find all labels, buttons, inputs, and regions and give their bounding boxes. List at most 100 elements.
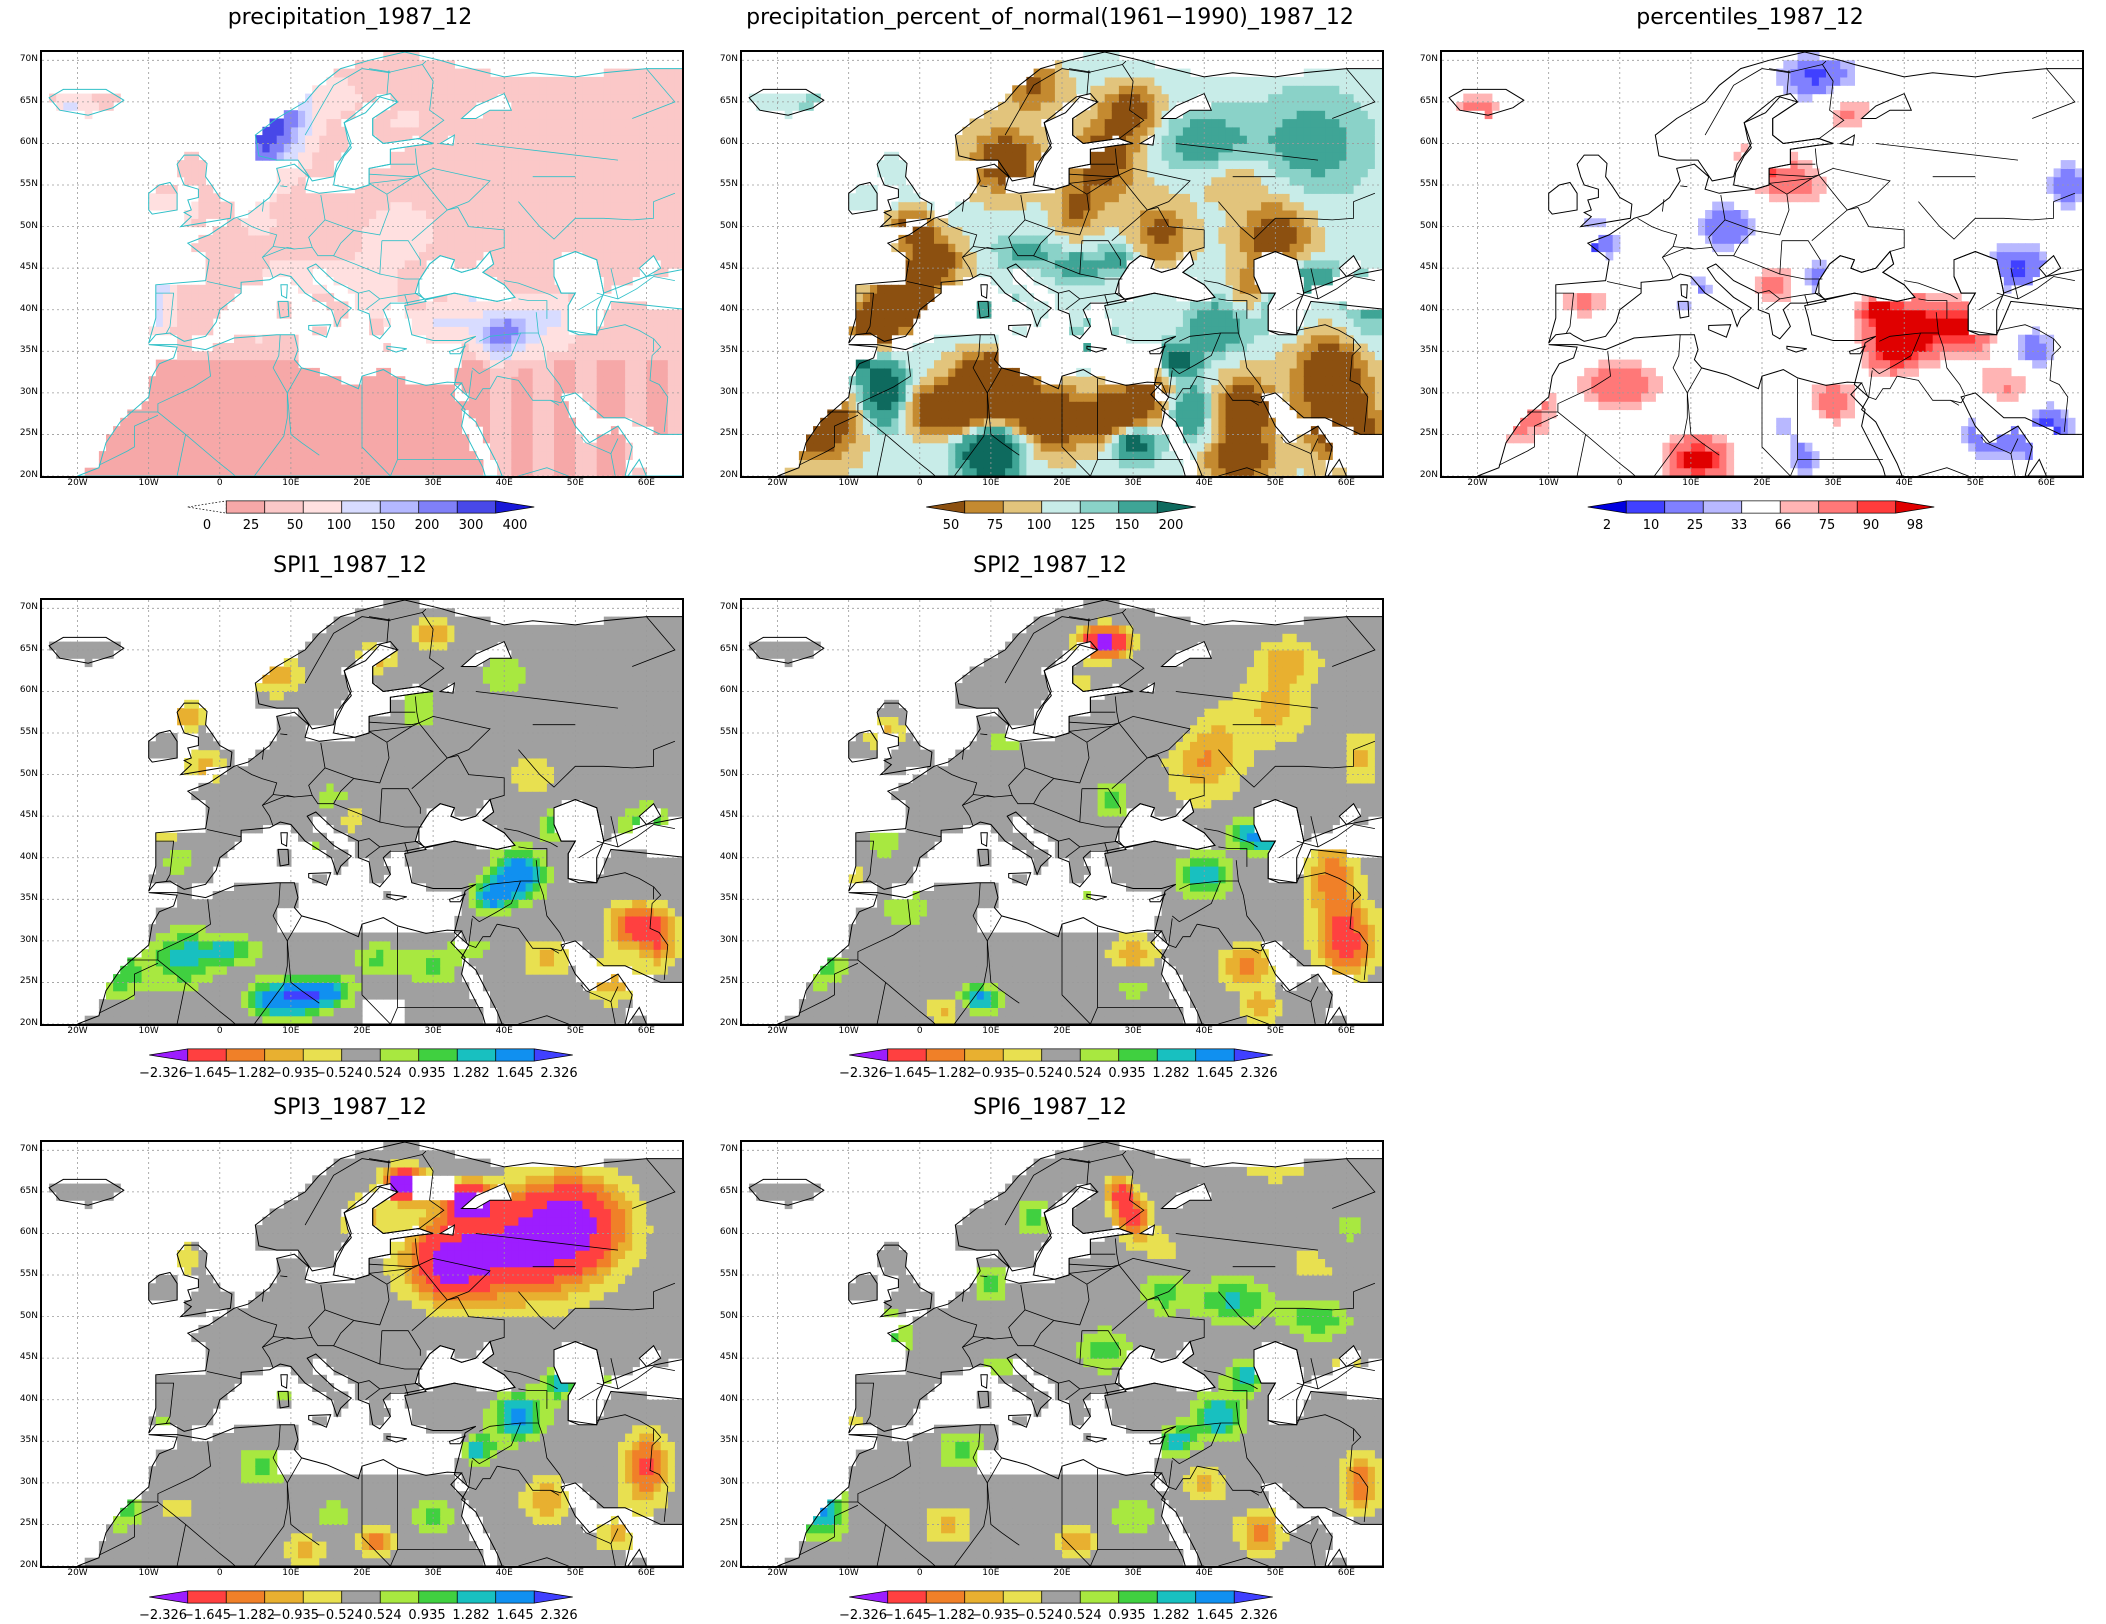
data-cell xyxy=(1133,77,1141,86)
data-cell xyxy=(526,202,534,211)
data-cell xyxy=(1090,401,1098,410)
data-cell xyxy=(1076,202,1084,211)
data-cell xyxy=(270,426,278,435)
data-cell xyxy=(134,434,142,443)
data-cell xyxy=(1176,401,1184,410)
colorbar-segment xyxy=(496,501,535,513)
data-cell xyxy=(877,376,885,385)
colorbar-segment xyxy=(265,501,304,513)
data-cell xyxy=(1133,459,1141,468)
data-cell xyxy=(362,468,370,476)
data-cell xyxy=(632,94,640,103)
data-cell xyxy=(1211,243,1219,252)
data-cell xyxy=(348,451,356,460)
data-cell xyxy=(405,202,413,211)
data-cell xyxy=(1119,393,1127,402)
data-cell xyxy=(440,318,448,327)
data-cell xyxy=(419,110,427,119)
data-cell xyxy=(454,77,462,86)
data-cell xyxy=(625,119,633,128)
data-cell xyxy=(870,401,878,410)
data-cell xyxy=(1069,85,1077,94)
data-cell xyxy=(326,202,334,211)
data-cell xyxy=(547,210,555,219)
data-cell xyxy=(646,152,654,161)
data-cell xyxy=(248,393,256,402)
data-cell xyxy=(948,343,956,352)
data-cell xyxy=(248,243,256,252)
data-cell xyxy=(1183,218,1191,227)
data-cell xyxy=(184,160,192,169)
data-cell xyxy=(255,260,263,269)
data-cell xyxy=(355,418,363,427)
data-cell xyxy=(547,376,555,385)
data-cell xyxy=(1162,459,1170,468)
data-cell xyxy=(198,468,206,476)
data-cell xyxy=(590,160,598,169)
data-cell xyxy=(1190,144,1198,153)
data-cell xyxy=(220,401,228,410)
data-cell xyxy=(348,418,356,427)
data-cell xyxy=(1126,160,1134,169)
data-cell xyxy=(518,268,526,277)
data-cell xyxy=(1069,385,1077,394)
data-cell xyxy=(156,285,164,294)
data-cell xyxy=(1204,260,1212,269)
data-cell xyxy=(891,360,899,369)
data-cell xyxy=(277,135,285,144)
data-cell xyxy=(312,135,320,144)
data-cell xyxy=(962,360,970,369)
data-cell xyxy=(632,268,640,277)
data-cell xyxy=(326,102,334,111)
data-cell xyxy=(1211,252,1219,261)
data-cell xyxy=(991,227,999,236)
data-cell xyxy=(526,410,534,419)
data-cell xyxy=(920,285,928,294)
data-cell xyxy=(927,376,935,385)
data-cell xyxy=(291,443,299,452)
data-cell xyxy=(1041,94,1049,103)
data-cell xyxy=(462,210,470,219)
data-cell xyxy=(639,119,647,128)
data-cell xyxy=(454,459,462,468)
data-cell xyxy=(1154,168,1162,177)
data-cell xyxy=(547,260,555,269)
data-cell xyxy=(639,335,647,344)
data-cell xyxy=(518,127,526,136)
data-cell xyxy=(1176,77,1184,86)
data-cell xyxy=(1083,385,1091,394)
data-cell xyxy=(1233,260,1241,269)
data-cell xyxy=(383,393,391,402)
data-cell xyxy=(582,360,590,369)
data-cell xyxy=(561,459,569,468)
data-cell xyxy=(426,401,434,410)
data-cell xyxy=(1083,77,1091,86)
data-cell xyxy=(334,418,342,427)
data-cell xyxy=(291,459,299,468)
data-cell xyxy=(426,235,434,244)
data-cell xyxy=(668,385,676,394)
data-cell xyxy=(184,310,192,319)
data-cell xyxy=(962,410,970,419)
data-cell xyxy=(1147,318,1155,327)
data-cell xyxy=(305,393,313,402)
data-cell xyxy=(291,393,299,402)
data-cell xyxy=(1190,343,1198,352)
data-cell xyxy=(504,459,512,468)
data-cell xyxy=(920,426,928,435)
data-cell xyxy=(270,135,278,144)
data-cell xyxy=(884,177,892,186)
data-cell xyxy=(191,285,199,294)
colorbar-segment xyxy=(188,501,227,513)
data-cell xyxy=(590,135,598,144)
data-cell xyxy=(440,235,448,244)
data-cell xyxy=(312,393,320,402)
data-cell xyxy=(412,451,420,460)
data-cell xyxy=(884,293,892,302)
data-cell xyxy=(483,202,491,211)
data-cell xyxy=(568,135,576,144)
data-cell xyxy=(1090,60,1098,69)
data-cell xyxy=(526,119,534,128)
data-cell xyxy=(927,268,935,277)
data-cell xyxy=(554,376,562,385)
